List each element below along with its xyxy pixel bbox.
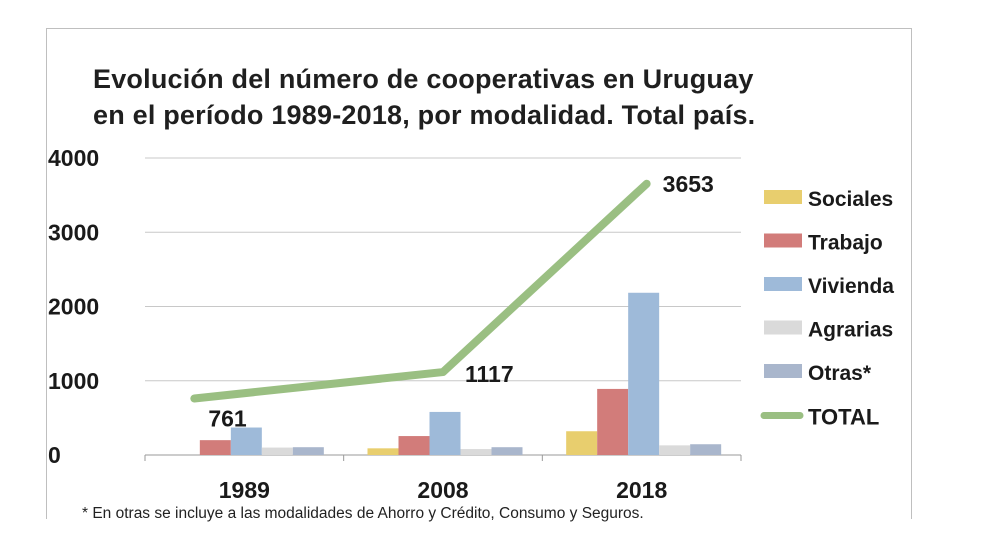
y-tick-label: 0 — [48, 442, 61, 468]
total-data-label: 3653 — [663, 171, 714, 197]
bar-vivienda — [230, 427, 262, 455]
y-tick-label: 2000 — [48, 294, 99, 320]
x-tick-label: 1989 — [219, 477, 270, 503]
legend-swatch — [764, 320, 802, 335]
y-tick-label: 1000 — [48, 368, 99, 394]
total-data-label: 761 — [208, 405, 247, 431]
bar-vivienda — [429, 411, 461, 455]
bar-agrarias — [659, 445, 691, 455]
legend-swatch — [764, 364, 802, 378]
total-line — [190, 179, 651, 403]
chart-frame — [46, 28, 912, 519]
y-tick-label: 4000 — [48, 145, 99, 171]
bar-sociales — [566, 431, 598, 455]
bar-trabajo — [398, 436, 430, 455]
legend-label: TOTAL — [808, 405, 879, 430]
legend-label: Sociales — [808, 188, 893, 211]
legend-swatch — [764, 190, 802, 204]
bar-otras — [690, 444, 722, 455]
chart-title-line-1: Evolución del número de cooperativas en … — [93, 64, 754, 94]
bar-agrarias — [460, 449, 492, 455]
bar-trabajo — [199, 440, 231, 455]
chart-title-line-2: en el período 1989-2018, por modalidad. … — [93, 100, 756, 130]
bar-vivienda — [628, 292, 660, 455]
legend-label: Trabajo — [808, 232, 883, 255]
legend-label: Agrarias — [808, 319, 893, 342]
y-tick-label: 3000 — [48, 219, 99, 245]
bar-agrarias — [261, 447, 293, 455]
legend-label: Vivienda — [808, 275, 894, 298]
x-tick-label: 2018 — [616, 477, 667, 503]
legend-swatch — [764, 277, 802, 291]
bar-otras — [491, 447, 523, 455]
footnote: * En otras se incluye a las modalidades … — [82, 505, 644, 522]
total-data-label: 1117 — [465, 361, 514, 387]
x-tick-label: 2008 — [417, 477, 468, 503]
legend-label: Otras* — [808, 362, 872, 385]
bar-sociales — [367, 448, 399, 455]
legend-swatch — [764, 233, 802, 248]
bar-otras — [292, 447, 324, 455]
bar-trabajo — [597, 388, 629, 455]
